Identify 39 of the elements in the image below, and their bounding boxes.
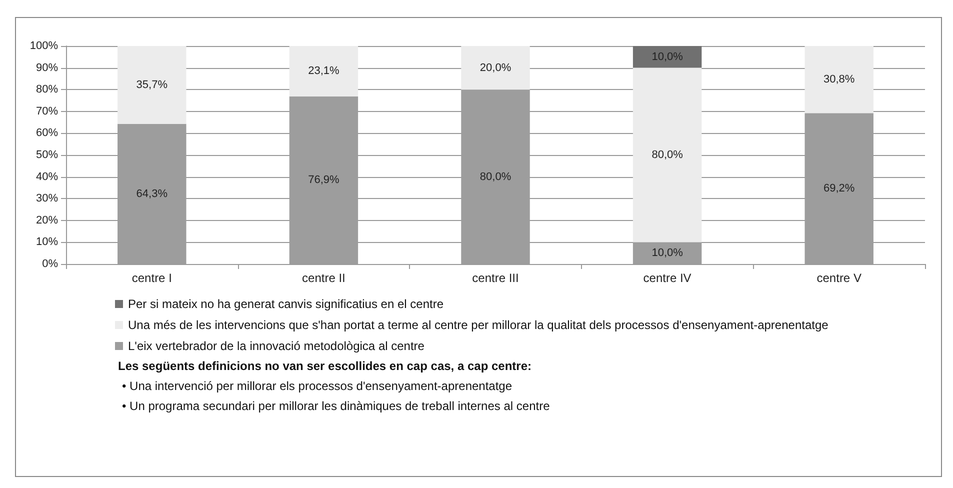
y-tick-label: 50%: [36, 149, 58, 161]
y-tick-label: 40%: [36, 170, 58, 183]
data-label: 64,3%: [136, 188, 168, 200]
bar: [118, 46, 186, 124]
x-tick-label: centre V: [816, 271, 862, 285]
y-tick-label: 0%: [42, 258, 58, 270]
y-tick-label: 70%: [36, 105, 58, 118]
x-tick-label: centre IV: [643, 271, 692, 285]
data-label: 20,0%: [480, 62, 512, 74]
data-label: 69,2%: [824, 182, 855, 195]
y-tick-label: 100%: [30, 40, 58, 52]
bar: [632, 68, 702, 242]
y-tick-label: 20%: [36, 214, 58, 226]
data-label: 23,1%: [308, 65, 340, 78]
data-label: 10,0%: [652, 247, 684, 260]
legend-label: Una més de les intervencions que s'han portat a terme al centre per millorar la qualitat dels processos d'ensenyament-aprenentatge: [128, 318, 829, 332]
data-label: 76,9%: [308, 174, 340, 186]
text: • Una intervenció per millorar els processos d'ensenyament-aprenentatge: [122, 379, 512, 393]
y-tick-label: 80%: [36, 84, 58, 96]
y-tick-label: 10%: [36, 236, 58, 248]
data-label: 30,8%: [824, 74, 855, 86]
data-label: 80,0%: [652, 149, 684, 161]
x-tick-label: centre II: [302, 271, 346, 285]
bar: [804, 46, 874, 114]
bar: [461, 46, 530, 90]
data-label: 10,0%: [652, 50, 684, 63]
y-tick-label: 90%: [36, 62, 58, 74]
bar: [632, 46, 702, 68]
text: • Un programa secundari per millorar les dinàmiques de treball internes al centre: [122, 399, 550, 413]
legend-label: L'eix vertebrador de la innovació metodològica al centre: [128, 339, 425, 353]
x-tick-label: centre I: [132, 271, 172, 285]
y-tick-label: 60%: [36, 127, 58, 140]
legend-label: Per si mateix no ha generat canvis significatius en el centre: [128, 297, 444, 311]
data-label: 35,7%: [136, 78, 168, 91]
bar: [289, 46, 358, 96]
data-label: 80,0%: [480, 170, 512, 183]
y-tick-label: 30%: [36, 192, 58, 205]
x-tick-label: centre III: [472, 271, 519, 285]
text: Les següents definicions no van ser escollides en cap cas, a cap centre:: [118, 359, 532, 373]
